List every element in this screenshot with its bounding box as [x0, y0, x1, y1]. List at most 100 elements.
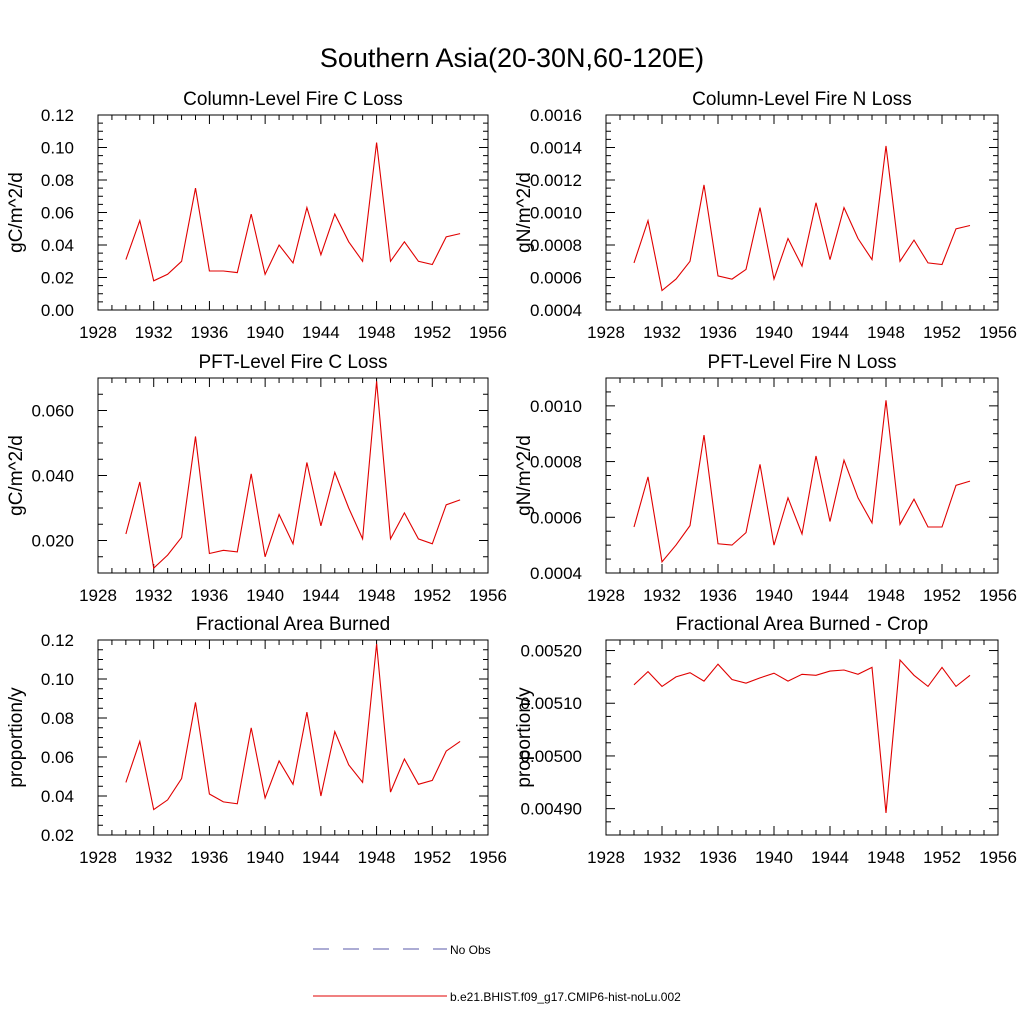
x-tick-label: 1956 — [469, 848, 507, 867]
y-axis-label: proportion/y — [514, 687, 535, 788]
plot-frame — [97, 114, 489, 311]
y-tick-label: 0.0014 — [530, 139, 582, 158]
y-tick-label: 0.0010 — [530, 204, 582, 223]
x-tick-label: 1936 — [191, 848, 229, 867]
x-tick-label: 1928 — [587, 586, 625, 605]
x-tick-label: 1948 — [867, 586, 905, 605]
panel-2: Column-Level Fire N Loss gN/m^2/d 1928 1932… — [514, 89, 1017, 342]
x-tick-label: 1940 — [755, 323, 793, 342]
x-tick-label: 1956 — [469, 323, 507, 342]
y-tick-label: 0.02 — [41, 826, 74, 845]
x-tick-label: 1940 — [246, 586, 284, 605]
x-tick-label: 1936 — [699, 323, 737, 342]
y-tick-label: 0.02 — [41, 269, 74, 288]
y-tick-label: 0.0008 — [530, 453, 582, 472]
x-tick-label: 1944 — [302, 323, 340, 342]
series-line — [125, 643, 461, 811]
x-tick-label: 1936 — [191, 586, 229, 605]
series-line — [633, 658, 971, 813]
y-tick-label: 0.0008 — [530, 236, 582, 255]
panels: Column-Level Fire C Loss gC/m^2/d 1928 1932… — [6, 89, 1017, 867]
y-tick-label: 0.12 — [41, 106, 74, 125]
x-tick-label: 1948 — [358, 323, 396, 342]
x-tick-label: 1932 — [643, 848, 681, 867]
y-tick-label: 0.00500 — [521, 747, 582, 766]
x-tick-label: 1952 — [413, 586, 451, 605]
plot-frame — [605, 114, 999, 311]
plot-frame — [605, 639, 999, 836]
x-tick-label: 1932 — [135, 848, 173, 867]
y-tick-label: 0.00 — [41, 301, 74, 320]
x-tick-label: 1928 — [587, 848, 625, 867]
y-tick-label: 0.0016 — [530, 106, 582, 125]
y-tick-label: 0.10 — [41, 139, 74, 158]
y-tick-label: 0.00510 — [521, 694, 582, 713]
x-tick-label: 1948 — [358, 848, 396, 867]
y-tick-label: 0.040 — [31, 467, 74, 486]
x-tick-label: 1944 — [811, 848, 849, 867]
x-tick-label: 1952 — [923, 848, 961, 867]
panel-3: PFT-Level Fire C Loss gC/m^2/d 1928 1932 193… — [6, 352, 507, 605]
figure-title: Southern Asia(20-30N,60-120E) — [320, 43, 704, 73]
y-tick-label: 0.12 — [41, 631, 74, 650]
y-tick-label: 0.060 — [31, 402, 74, 421]
y-axis-label: proportion/y — [6, 687, 27, 788]
panel-1: Column-Level Fire C Loss gC/m^2/d 1928 1932… — [6, 89, 507, 342]
x-tick-label: 1928 — [79, 323, 117, 342]
y-tick-label: 0.04 — [41, 787, 74, 806]
legend: No Obs b.e21.BHIST.f09_g17.CMIP6-hist-noL… — [313, 943, 681, 1004]
x-tick-label: 1940 — [755, 586, 793, 605]
panel-title: Fractional Area Burned - Crop — [676, 614, 928, 635]
x-tick-label: 1940 — [246, 848, 284, 867]
x-tick-label: 1936 — [699, 848, 737, 867]
series-line — [125, 381, 461, 570]
y-tick-label: 0.0006 — [530, 269, 582, 288]
x-tick-label: 1932 — [643, 323, 681, 342]
panel-4: PFT-Level Fire N Loss gN/m^2/d 1928 1932 193… — [514, 352, 1017, 605]
plot-frame — [97, 639, 489, 836]
y-tick-label: 0.06 — [41, 204, 74, 223]
series-line — [125, 142, 461, 282]
x-tick-label: 1928 — [587, 323, 625, 342]
x-tick-label: 1952 — [923, 323, 961, 342]
x-tick-label: 1956 — [469, 586, 507, 605]
x-tick-label: 1944 — [811, 323, 849, 342]
y-tick-label: 0.0012 — [530, 171, 582, 190]
x-tick-label: 1936 — [191, 323, 229, 342]
y-axis-label: gC/m^2/d — [6, 435, 27, 516]
x-tick-label: 1952 — [413, 323, 451, 342]
x-tick-label: 1944 — [302, 848, 340, 867]
panel-title: Fractional Area Burned — [196, 614, 390, 635]
x-tick-label: 1952 — [923, 586, 961, 605]
y-tick-label: 0.08 — [41, 171, 74, 190]
series-line — [633, 400, 971, 564]
y-axis-label: gC/m^2/d — [6, 172, 27, 253]
x-tick-label: 1928 — [79, 848, 117, 867]
y-tick-label: 0.00490 — [521, 800, 582, 819]
panel-title: PFT-Level Fire N Loss — [708, 352, 897, 373]
x-tick-label: 1940 — [755, 848, 793, 867]
x-tick-label: 1940 — [246, 323, 284, 342]
y-tick-label: 0.00520 — [521, 642, 582, 661]
legend-label: b.e21.BHIST.f09_g17.CMIP6-hist-noLu.002 — [450, 990, 681, 1004]
y-axis-label: gN/m^2/d — [514, 172, 535, 253]
y-tick-label: 0.0006 — [530, 508, 582, 527]
x-tick-label: 1932 — [643, 586, 681, 605]
x-tick-label: 1956 — [979, 323, 1017, 342]
x-tick-label: 1944 — [811, 586, 849, 605]
panel-6: Fractional Area Burned - Crop proportion/… — [514, 614, 1017, 867]
x-tick-label: 1956 — [979, 848, 1017, 867]
x-tick-label: 1928 — [79, 586, 117, 605]
y-tick-label: 0.08 — [41, 709, 74, 728]
y-tick-label: 0.10 — [41, 670, 74, 689]
y-tick-label: 0.0004 — [530, 564, 582, 583]
x-tick-label: 1952 — [413, 848, 451, 867]
y-tick-label: 0.06 — [41, 748, 74, 767]
x-tick-label: 1932 — [135, 323, 173, 342]
y-tick-label: 0.020 — [31, 532, 74, 551]
series-line — [633, 145, 971, 292]
panel-title: PFT-Level Fire C Loss — [199, 352, 388, 373]
x-tick-label: 1948 — [867, 848, 905, 867]
